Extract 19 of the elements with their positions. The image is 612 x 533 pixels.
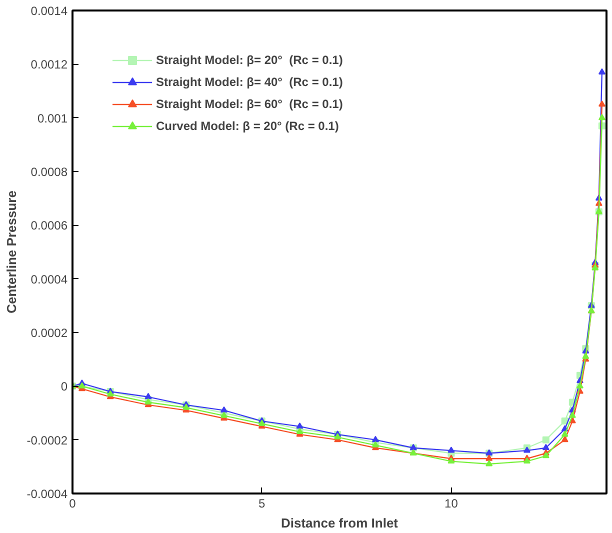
legend-label: Straight Model: β= 20° (Rc = 0.1) (156, 53, 343, 67)
x-tick-label: 10 (444, 496, 458, 510)
x-tick-label: 5 (258, 496, 266, 510)
y-axis-title: Centerline Pressure (4, 190, 19, 314)
y-tick-label: 0.0006 (30, 218, 68, 233)
y-tick-label: 0.0004 (30, 272, 68, 286)
y-tick-label: 0.0002 (30, 326, 68, 340)
y-tick-label: -0.0004 (26, 487, 68, 501)
y-tick-label: 0.0008 (30, 165, 68, 179)
legend-label: Straight Model: β= 60° (Rc = 0.1) (156, 97, 343, 111)
y-tick-label: 0.001 (37, 111, 68, 126)
x-axis-title: Distance from Inlet (280, 516, 399, 530)
y-tick-label: -0.0002 (26, 433, 68, 448)
y-tick-label: 0 (60, 380, 68, 394)
legend-label: Straight Model: β= 40° (Rc = 0.1) (156, 75, 343, 89)
y-tick-label: 0.0012 (30, 58, 68, 72)
x-tick-label: 0 (69, 496, 76, 510)
legend-label: Curved Model: β = 20° (Rc = 0.1) (156, 119, 339, 133)
y-tick-label: 0.0014 (30, 4, 68, 18)
